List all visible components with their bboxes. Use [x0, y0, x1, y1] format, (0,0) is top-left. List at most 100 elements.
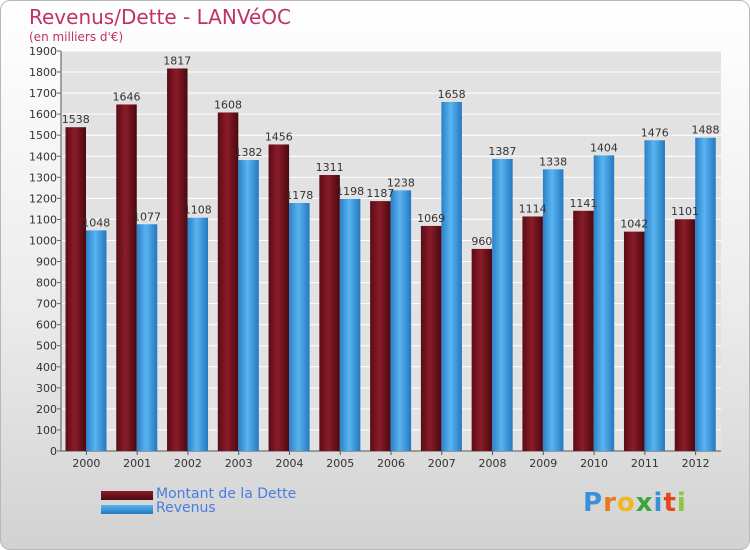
bar-dette — [217, 112, 239, 451]
logo-letter: t — [663, 488, 677, 518]
y-tick-label: 1300 — [29, 171, 57, 184]
data-label-dette: 1114 — [519, 202, 547, 215]
y-tick-label: 500 — [36, 340, 57, 353]
legend-swatch-revenus — [101, 505, 153, 514]
data-label-revenus: 1476 — [641, 126, 669, 139]
y-tick-label: 1500 — [29, 129, 57, 142]
data-label-dette: 1187 — [366, 187, 394, 200]
y-tick-label: 400 — [36, 361, 57, 374]
x-tick-label: 2004 — [275, 457, 303, 470]
data-label-dette: 1646 — [113, 90, 141, 103]
data-label-revenus: 1404 — [590, 141, 618, 154]
bar-dette — [65, 127, 86, 452]
data-label-revenus: 1077 — [133, 210, 161, 223]
proxiti-logo: Proxiti — [583, 488, 687, 518]
chart-subtitle: (en milliers d'€) — [29, 30, 124, 44]
x-tick-label: 2001 — [123, 457, 151, 470]
x-tick-label: 2009 — [529, 457, 557, 470]
x-tick-label: 2010 — [580, 457, 608, 470]
data-label-revenus: 1382 — [235, 146, 263, 159]
data-label-dette: 1608 — [214, 98, 242, 111]
bar-revenus — [289, 203, 310, 451]
logo-letter: i — [676, 488, 687, 518]
y-tick-label: 1400 — [29, 150, 57, 163]
logo-letter: P — [583, 488, 604, 518]
y-tick-label: 1100 — [29, 213, 57, 226]
bar-dette — [420, 225, 442, 451]
y-tick-label: 800 — [36, 277, 57, 290]
data-label-revenus: 1387 — [488, 145, 516, 158]
bar-dette — [522, 216, 543, 451]
x-tick-label: 2000 — [72, 457, 100, 470]
y-tick-label: 600 — [36, 319, 57, 332]
data-label-dette: 1069 — [417, 212, 445, 225]
data-label-dette: 1141 — [569, 197, 597, 210]
data-label-dette: 1042 — [620, 218, 648, 231]
data-label-dette: 1101 — [671, 205, 699, 218]
logo-letter: r — [603, 488, 617, 518]
bar-revenus — [542, 169, 564, 451]
bar-dette — [623, 231, 645, 451]
bar-dette — [116, 104, 137, 451]
y-tick-label: 0 — [50, 445, 57, 458]
x-tick-label: 2003 — [225, 457, 253, 470]
logo-letter: x — [635, 488, 654, 518]
data-label-revenus: 1108 — [184, 204, 212, 217]
x-tick-label: 2011 — [631, 457, 659, 470]
bar-revenus — [644, 140, 665, 451]
data-label-dette: 1817 — [163, 54, 191, 67]
data-label-revenus: 1178 — [285, 189, 313, 202]
bar-dette — [319, 175, 340, 451]
bar-dette — [573, 210, 594, 451]
x-tick-label: 2005 — [326, 457, 354, 470]
y-tick-label: 200 — [36, 403, 57, 416]
chart-title: Revenus/Dette - LANVéOC — [29, 5, 291, 29]
bar-dette — [674, 219, 696, 451]
bar-dette — [167, 68, 188, 451]
y-tick-label: 1600 — [29, 108, 57, 121]
logo-letter: o — [616, 488, 636, 518]
legend-swatch-dette — [101, 491, 153, 500]
y-tick-label: 1900 — [29, 45, 57, 58]
data-label-revenus: 1488 — [691, 124, 719, 137]
bar-revenus — [238, 160, 259, 452]
data-label-dette: 960 — [471, 235, 492, 248]
y-tick-label: 300 — [36, 382, 57, 395]
y-tick-label: 900 — [36, 256, 57, 269]
y-tick-label: 1000 — [29, 234, 57, 247]
x-tick-label: 2002 — [174, 457, 202, 470]
legend-label-dette: Montant de la Dette — [156, 486, 297, 502]
bar-revenus — [441, 101, 462, 452]
legend-label-revenus: Revenus — [156, 500, 216, 516]
bar-revenus — [187, 217, 209, 451]
data-label-dette: 1456 — [265, 130, 293, 143]
x-tick-label: 2006 — [377, 457, 405, 470]
y-tick-label: 100 — [36, 424, 57, 437]
bar-revenus — [86, 230, 107, 451]
y-tick-label: 1200 — [29, 192, 57, 205]
x-tick-label: 2012 — [682, 457, 710, 470]
y-tick-label: 1700 — [29, 87, 57, 100]
bar-revenus — [492, 159, 513, 451]
bar-revenus — [390, 190, 412, 452]
data-label-dette: 1538 — [62, 113, 90, 126]
y-tick-label: 1800 — [29, 66, 57, 79]
data-label-revenus: 1338 — [539, 155, 567, 168]
x-tick-label: 2007 — [428, 457, 456, 470]
data-label-revenus: 1658 — [438, 88, 466, 101]
bar-revenus — [339, 198, 361, 451]
bar-revenus — [136, 224, 158, 451]
bar-revenus — [593, 155, 615, 451]
data-label-revenus: 1198 — [336, 185, 364, 198]
bar-revenus — [695, 137, 716, 451]
bar-dette — [268, 144, 290, 451]
data-label-revenus: 1238 — [387, 176, 415, 189]
data-label-dette: 1311 — [316, 161, 344, 174]
y-tick-label: 700 — [36, 298, 57, 311]
bar-dette — [370, 201, 391, 451]
data-label-revenus: 1048 — [82, 216, 110, 229]
bar-dette — [471, 248, 493, 451]
x-tick-label: 2008 — [479, 457, 507, 470]
